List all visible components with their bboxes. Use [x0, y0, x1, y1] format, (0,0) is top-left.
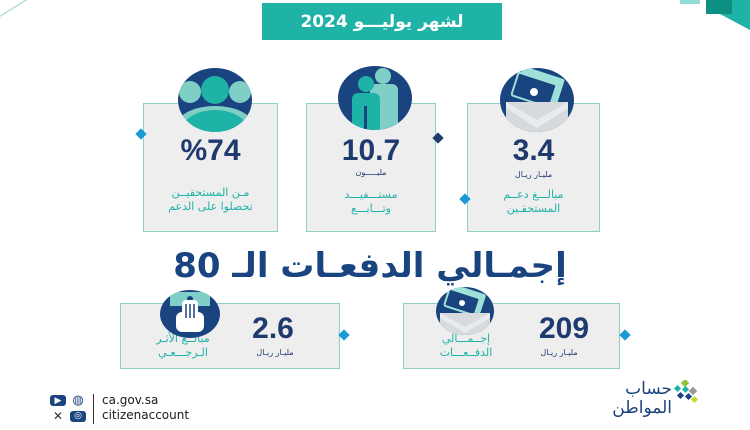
stat-unit: مليـار ريـال	[514, 170, 553, 179]
two-people-icon	[338, 66, 412, 130]
stat-value: %74	[180, 134, 241, 167]
logo-line2: المواطن	[612, 398, 672, 418]
month-banner: لشهر يوليـــو 2024	[262, 3, 502, 40]
stat-card-retroactive-amounts: 2.6 مليـار ريـال مبالــغ الأثـر الـرجـــ…	[120, 303, 340, 369]
stat-label-line2: الدفــعـــات	[439, 346, 493, 359]
money-envelope-icon	[500, 68, 574, 132]
money-envelope-icon	[436, 287, 494, 335]
footer-divider	[93, 394, 94, 424]
youtube-icon[interactable]: ▶	[50, 395, 66, 406]
diamond-marker	[338, 329, 350, 341]
decorative-line	[0, 0, 42, 23]
diamond-marker	[619, 329, 631, 341]
stat-label-line2: المستحقـين	[506, 202, 561, 215]
page-title: إجمـالي الدفعـات الـ 80	[173, 246, 567, 286]
social-icons: ▶ ◍ ✕ ◎	[50, 393, 86, 423]
stat-unit: مليـار ريـال	[540, 348, 578, 357]
logo-line1: حساب	[625, 379, 672, 399]
group-icon	[178, 68, 252, 132]
stat-unit: مليـار ريـال	[256, 348, 294, 357]
globe-icon[interactable]: ◍	[72, 393, 84, 408]
stat-value: 10.7	[341, 134, 401, 167]
stat-value: 3.4	[512, 134, 555, 167]
stat-label-line1: مبالـــغ دعــم	[503, 188, 564, 201]
logo-mark-icon	[673, 380, 698, 404]
website-link[interactable]: ca.gov.sa	[102, 393, 159, 407]
banner-text: لشهر يوليـــو 2024	[300, 11, 464, 32]
stat-label-line1: مـن المستحقيــن	[171, 186, 250, 199]
footer-links: ca.gov.sa citizenaccount	[102, 393, 189, 423]
stat-label-line2: تحصلوا على الدعم	[168, 200, 253, 213]
stat-label-line1: مستـــفيـــد	[344, 188, 398, 201]
x-icon[interactable]: ✕	[52, 409, 64, 423]
social-handle[interactable]: citizenaccount	[102, 408, 190, 422]
corner-decoration	[680, 0, 750, 30]
stat-label-line1: إجــمـــالي	[441, 332, 491, 345]
citizen-account-logo: حساب المواطن	[602, 378, 698, 426]
stat-value: 209	[538, 312, 590, 345]
stat-value: 2.6	[252, 312, 294, 345]
stat-label-line2: الـرجـــعـي	[158, 346, 208, 359]
stat-unit: مليـــــون	[355, 168, 387, 177]
stat-label-line2: وتـــابـــع	[351, 202, 391, 215]
hand-money-icon	[160, 290, 220, 338]
instagram-icon[interactable]: ◎	[70, 410, 86, 422]
